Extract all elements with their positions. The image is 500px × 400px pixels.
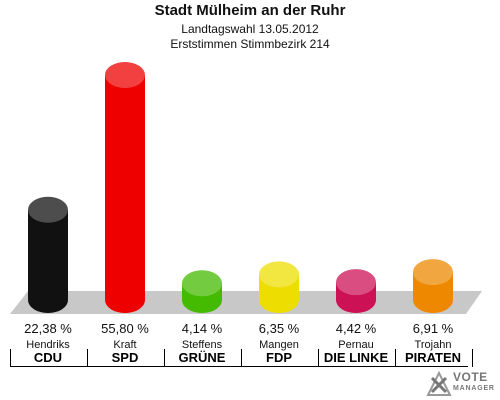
chart-subtitle: Landtagswahl 13.05.2012 (181, 22, 319, 36)
candidate-label: Steffens (181, 339, 223, 351)
party-label: PIRATEN (404, 350, 462, 365)
logo-text-vote: VOTE (453, 370, 488, 384)
candidate-label: Hendriks (26, 339, 70, 351)
bar-cap-piraten (413, 259, 453, 286)
party-label: SPD (111, 350, 139, 365)
value-label: 22,38 % (24, 321, 72, 336)
category-divider (164, 349, 165, 367)
value-label: 55,80 % (101, 321, 149, 336)
axis-baseline (10, 366, 468, 367)
candidate-label: Kraft (113, 339, 137, 351)
bar-cap-grüne (182, 270, 222, 297)
party-label: FDP (266, 350, 292, 365)
bar-cap-fdp (259, 261, 299, 288)
value-label: 6,91 % (412, 321, 454, 336)
value-label: 6,35 % (258, 321, 300, 336)
bar-cap-die-linke (336, 269, 376, 296)
category-divider (87, 349, 88, 367)
category-divider (472, 349, 473, 367)
chart-subtitle-2: Erststimmen Stimmbezirk 214 (170, 37, 330, 51)
candidate-label: Mangen (259, 339, 299, 351)
ballot-x-icon (426, 370, 452, 396)
chart-floor (10, 291, 482, 314)
bar-spd (105, 75, 145, 313)
vote-manager-logo: VOTE MANAGER (426, 368, 498, 398)
chart-title: Stadt Mülheim an der Ruhr (154, 2, 346, 19)
bar-cap-cdu (28, 196, 68, 223)
party-label: GRÜNE (178, 350, 226, 365)
value-label: 4,42 % (335, 321, 377, 336)
party-label: DIE LINKE (323, 350, 389, 365)
bar-cap-spd (105, 62, 145, 88)
category-divider (318, 349, 319, 367)
category-divider (395, 349, 396, 367)
category-divider (241, 349, 242, 367)
category-divider (10, 349, 11, 367)
party-label: CDU (33, 350, 63, 365)
bar-cdu (28, 209, 68, 313)
logo-text-manager: MANAGER (453, 385, 495, 392)
value-label: 4,14 % (181, 321, 223, 336)
candidate-label: Pernau (338, 339, 374, 351)
candidate-label: Trojahn (414, 339, 452, 351)
